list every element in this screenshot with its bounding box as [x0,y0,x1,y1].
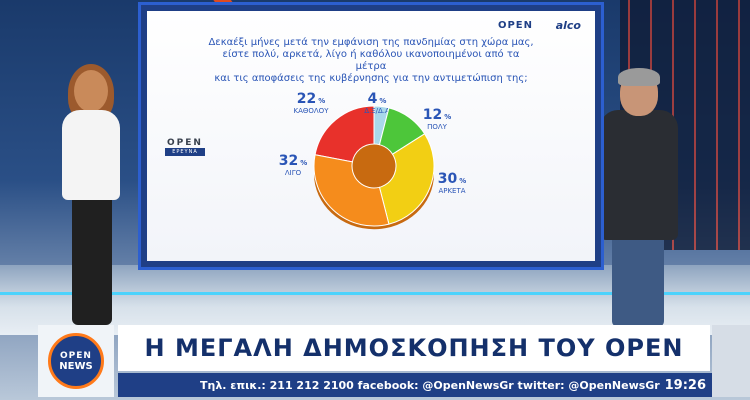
poll-question-line: και τις αποφάσεις της κυβέρνησης για την… [214,73,528,84]
open-news-logo-line2: NEWS [59,360,93,372]
presenter-woman-legs [72,195,112,325]
open-brand-logo: OPEN [497,20,533,31]
headline-text: Η ΜΕΓΑΛΗ ΔΗΜΟΣΚΟΠΗΣΗ ΤΟΥ OPEN [144,334,684,362]
pie-slice [378,133,435,225]
presenter-woman-head [74,70,108,112]
poll-question: Δεκαέξι μήνες μετά την εμφάνιση της πανδ… [207,37,535,85]
open-news-logo-line1: OPEN [60,350,92,361]
slice-category-label: ΠΟΛΥ [427,123,448,131]
presenter-woman [62,110,120,200]
clock-time: 19:26 [664,377,706,393]
presenter-man-hair [618,68,660,86]
slice-category-label: Δ.Ξ/Δ.Α [364,107,390,115]
poll-question-line: είστε πολύ, αρκετά, λίγο ή καθόλου ικανο… [222,49,520,72]
slice-value-label: 4% [368,91,387,107]
ticker-bar: Τηλ. επικ.: 211 212 2100 facebook: @Open… [118,373,712,397]
alco-brand-logo: alco [555,19,581,32]
open-news-logo: OPEN NEWS [38,325,114,397]
slice-category-label: ΑΡΚΕΤΑ [438,187,465,195]
open-research-logo-sub: ΕΡΕΥΝΑ [165,148,205,156]
slice-value-label: 30% [438,171,467,187]
pie-slice [314,105,375,163]
poll-panel: OPEN alco Δεκαέξι μήνες μετά την εμφάνισ… [147,11,595,261]
headline-bar: Η ΜΕΓΑΛΗ ΔΗΜΟΣΚΟΠΗΣΗ ΤΟΥ OPEN [118,325,710,371]
slice-value-label: 32% [279,153,308,169]
open-research-logo-text: OPEN [167,138,203,148]
slice-category-label: ΛΙΓΟ [285,169,302,177]
headline-bar-edge [712,325,750,397]
decor-glow-line [0,292,750,295]
donut-chart: 22 %ΚΑΘΟΛΟΥ 4 %Δ.Ξ/Δ.Α 12 %ΠΟΛΥ 30 %ΑΡΚΕΤΑ 32 %ΛΙ… [279,91,467,230]
slice-value-label: 22% [297,91,326,107]
video-wall-screen: OPEN alco Δεκαέξι μήνες μετά την εμφάνισ… [138,2,604,270]
presenter-man [600,110,678,240]
ticker-text: Τηλ. επικ.: 211 212 2100 facebook: @Open… [200,378,660,392]
open-research-logo: OPEN ΕΡΕΥΝΑ [165,138,205,156]
slice-value-label: 12% [423,107,452,123]
pie-slice [313,154,390,227]
open-news-logo-badge: OPEN NEWS [48,333,104,389]
presenter-man-legs [612,232,664,327]
poll-question-line: Δεκαέξι μήνες μετά την εμφάνιση της πανδ… [208,37,534,48]
slice-category-label: ΚΑΘΟΛΟΥ [294,107,330,115]
